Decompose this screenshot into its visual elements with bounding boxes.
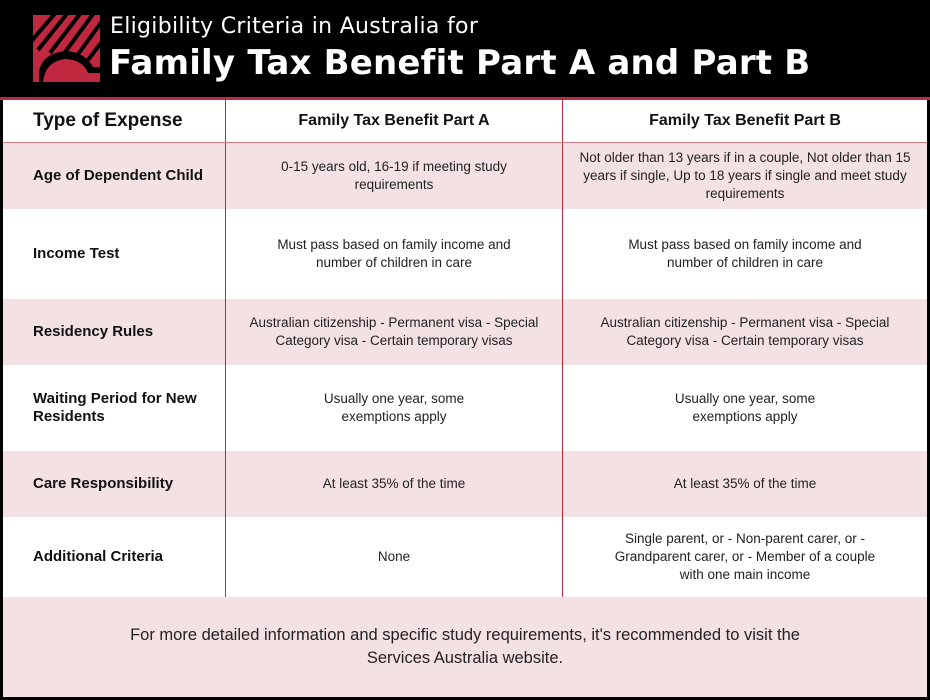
part-a-value: At least 35% of the time: [225, 451, 562, 517]
part-a-value: Must pass based on family income and num…: [225, 209, 562, 299]
table-header-row: Type of Expense Family Tax Benefit Part …: [3, 100, 927, 142]
column-header: Family Tax Benefit Part B: [562, 100, 927, 142]
footer-note: For more detailed information and specif…: [3, 597, 927, 697]
part-b-value: Must pass based on family income and num…: [562, 209, 927, 299]
table-row: Waiting Period for New Residents Usually…: [3, 365, 927, 451]
table-row: Age of Dependent Child 0-15 years old, 1…: [3, 142, 927, 209]
part-b-value: Not older than 13 years if in a couple, …: [562, 143, 927, 209]
column-header: Type of Expense: [33, 110, 183, 131]
part-a-value: Australian citizenship - Permanent visa …: [225, 299, 562, 365]
footer-text: For more detailed information and specif…: [130, 626, 800, 667]
row-label: Income Test: [33, 245, 120, 262]
row-label: Additional Criteria: [33, 548, 164, 565]
header-banner: Eligibility Criteria in Australia for Fa…: [0, 0, 930, 97]
row-label: Waiting Period for New Residents: [33, 390, 197, 425]
table-row: Income Test Must pass based on family in…: [3, 209, 927, 299]
row-label: Care Responsibility: [33, 475, 174, 492]
row-label: Residency Rules: [33, 323, 154, 340]
row-label: Age of Dependent Child: [33, 167, 203, 184]
accent-divider: [0, 97, 930, 100]
part-a-value: None: [225, 517, 562, 597]
part-b-value: Australian citizenship - Permanent visa …: [562, 299, 927, 365]
table-row: Additional Criteria None Single parent, …: [3, 517, 927, 597]
part-b-value: At least 35% of the time: [562, 451, 927, 517]
table-row: Residency Rules Australian citizenship -…: [3, 299, 927, 365]
page-title: Family Tax Benefit Part A and Part B: [109, 43, 811, 83]
part-b-value: Single parent, or - Non-parent carer, or…: [562, 517, 927, 597]
table-row: Care Responsibility At least 35% of the …: [3, 451, 927, 517]
part-a-value: 0-15 years old, 16-19 if meeting study r…: [225, 143, 562, 209]
column-header: Family Tax Benefit Part A: [225, 100, 562, 142]
part-b-value: Usually one year, some exemptions apply: [562, 365, 927, 451]
sunrise-logo-icon: [33, 15, 100, 82]
part-a-value: Usually one year, some exemptions apply: [225, 365, 562, 451]
page-subtitle: Eligibility Criteria in Australia for: [110, 14, 479, 39]
